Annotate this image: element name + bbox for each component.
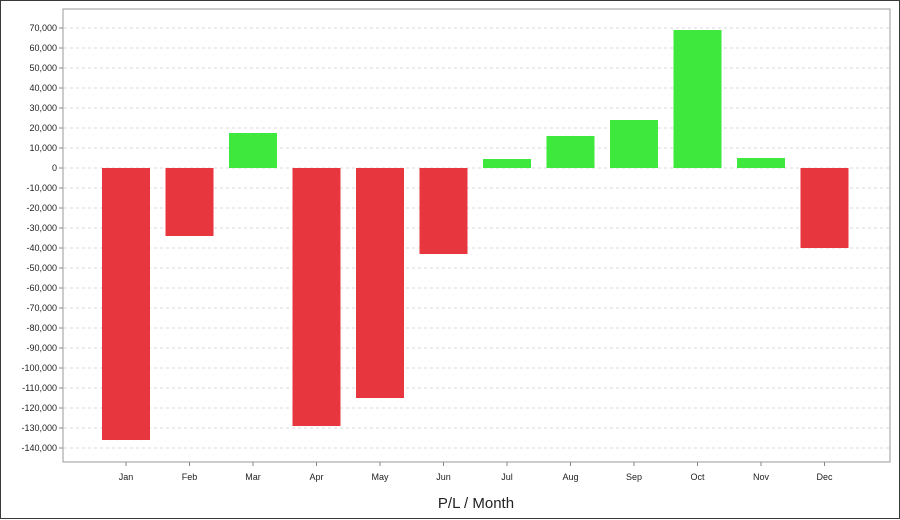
bars xyxy=(102,30,849,440)
x-tick-label: Sep xyxy=(626,472,642,482)
bar-oct xyxy=(673,30,722,168)
x-tick-label: Jul xyxy=(501,472,513,482)
y-tick-label: -10,000 xyxy=(26,183,57,193)
y-tick-label: -110,000 xyxy=(22,383,57,393)
y-axis-ticks: 70,000 60,000 50,000 40,000 30,000 20,000 10,0… xyxy=(21,23,63,453)
y-tick-label: 10,000 xyxy=(29,143,57,153)
bar-jan xyxy=(102,168,150,440)
y-tick-label: -140,000 xyxy=(21,443,57,453)
x-tick-label: Apr xyxy=(309,472,323,482)
bar-may xyxy=(356,168,404,398)
y-tick-label: 30,000 xyxy=(29,103,57,113)
y-tick-label: -130,000 xyxy=(21,423,57,433)
bar-feb xyxy=(165,168,214,236)
bar-apr xyxy=(292,168,341,426)
y-tick-label: -20,000 xyxy=(26,203,57,213)
bar-sep xyxy=(610,120,658,168)
x-tick-label: Dec xyxy=(816,472,833,482)
x-tick-label: Oct xyxy=(690,472,705,482)
bar-jul xyxy=(483,159,531,168)
y-tick-label: -120,000 xyxy=(21,403,57,413)
y-tick-label: -40,000 xyxy=(26,243,57,253)
y-tick-label: -50,000 xyxy=(26,263,57,273)
y-tick-label: -30,000 xyxy=(26,223,57,233)
x-tick-label: Nov xyxy=(753,472,770,482)
y-tick-label: 20,000 xyxy=(29,123,57,133)
bar-aug xyxy=(546,136,595,168)
y-tick-label: -90,000 xyxy=(26,343,57,353)
y-tick-label: 70,000 xyxy=(29,23,57,33)
x-tick-label: Mar xyxy=(245,472,261,482)
x-axis-label: P/L / Month xyxy=(438,495,514,512)
y-tick-label: -60,000 xyxy=(26,283,57,293)
x-axis-ticks: Jan Feb Mar Apr May Jun Jul Aug Sep Oct Nov Dec xyxy=(119,462,833,482)
x-tick-label: Aug xyxy=(562,472,578,482)
x-tick-label: Jan xyxy=(119,472,134,482)
x-tick-label: Jun xyxy=(436,472,451,482)
y-tick-label: 40,000 xyxy=(29,83,57,93)
y-tick-label: 50,000 xyxy=(29,63,57,73)
x-tick-label: May xyxy=(371,472,389,482)
bar-mar xyxy=(229,133,277,168)
bar-nov xyxy=(737,158,785,168)
bar-jun xyxy=(419,168,468,254)
y-tick-label: -70,000 xyxy=(26,303,57,313)
y-tick-label: -100,000 xyxy=(21,363,57,373)
bar-dec xyxy=(800,168,849,248)
y-tick-label: -80,000 xyxy=(26,323,57,333)
y-tick-label: 0 xyxy=(52,163,57,173)
y-tick-label: 60,000 xyxy=(29,43,57,53)
x-tick-label: Feb xyxy=(182,472,198,482)
